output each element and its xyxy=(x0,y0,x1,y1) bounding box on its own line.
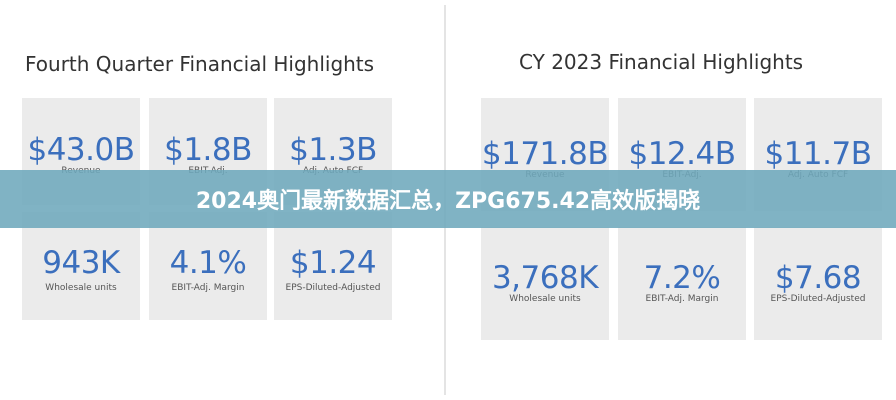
metric-label: Wholesale units xyxy=(509,294,581,304)
metric-value: 943K xyxy=(42,245,120,281)
metric-label: EPS-Diluted-Adjusted xyxy=(285,283,381,293)
metric-value: 3,768K xyxy=(491,260,599,296)
metric-value: $43.0B xyxy=(27,132,135,168)
right-title: CY 2023 Financial Highlights xyxy=(519,50,804,74)
metric-value: $12.4B xyxy=(628,136,736,172)
metric-value: $171.8B xyxy=(481,136,609,172)
metric-value: $1.24 xyxy=(289,245,377,281)
left-title: Fourth Quarter Financial Highlights xyxy=(25,52,375,76)
metric-value: $1.3B xyxy=(289,132,377,168)
metric-value: 7.2% xyxy=(643,260,721,296)
banner: 2024奥门最新数据汇总，ZPG675.42高效版揭晓 xyxy=(0,170,896,228)
metric-card: $1.24 EPS-Diluted-Adjusted xyxy=(274,212,392,320)
metric-card: $7.68 EPS-Diluted-Adjusted xyxy=(754,227,882,340)
metric-card: 3,768K Wholesale units xyxy=(481,227,609,340)
metric-value: $1.8B xyxy=(164,132,252,168)
metric-card: 4.1% EBIT-Adj. Margin xyxy=(149,212,267,320)
metric-label: EBIT-Adj. Margin xyxy=(171,283,245,293)
metric-value: 4.1% xyxy=(169,245,247,281)
metric-card: 943K Wholesale units xyxy=(22,212,140,320)
metric-label: EPS-Diluted-Adjusted xyxy=(770,294,866,304)
metric-label: EBIT-Adj. Margin xyxy=(645,294,719,304)
metric-card: 7.2% EBIT-Adj. Margin xyxy=(618,227,746,340)
metric-value: $7.68 xyxy=(774,260,862,296)
metric-value: $11.7B xyxy=(764,136,872,172)
metric-label: Wholesale units xyxy=(45,283,117,293)
banner-text: 2024奥门最新数据汇总，ZPG675.42高效版揭晓 xyxy=(195,189,701,214)
